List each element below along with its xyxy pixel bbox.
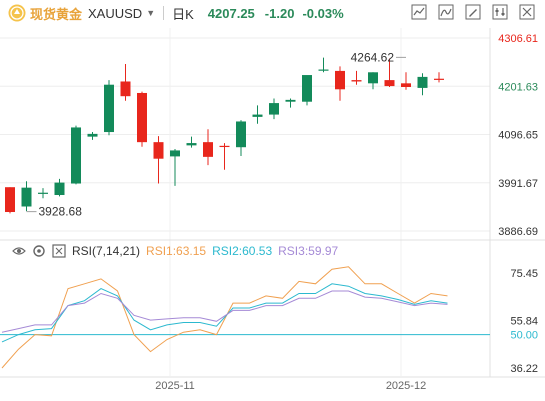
symbol-selector[interactable]: XAUUSD <box>88 5 143 21</box>
price-change-percent: -0.03% <box>302 5 344 21</box>
rsi2-value: RSI2:60.53 <box>212 244 273 258</box>
candle-body <box>269 103 279 115</box>
rsi1-value: RSI1:63.15 <box>146 244 207 258</box>
rsi-tick-label: 50.00 <box>510 330 538 342</box>
candle-body <box>21 187 32 207</box>
fullscreen-icon[interactable] <box>52 244 66 258</box>
candle-body <box>401 83 411 87</box>
rsi-line-rsi1 <box>1 266 448 369</box>
candle-body <box>71 127 81 184</box>
indicator-icon[interactable] <box>438 4 454 20</box>
x-tick-label: 2025-12 <box>386 380 426 392</box>
candle-body <box>335 70 345 90</box>
candle-body <box>368 72 378 84</box>
candle-body <box>5 187 15 213</box>
candle-body <box>137 92 147 143</box>
candle-body <box>285 99 296 102</box>
candle-body <box>236 121 246 148</box>
rsi3-value: RSI3:59.97 <box>278 244 339 258</box>
rsi-legend: RSI(7,14,21) RSI1:63.15 RSI2:60.53 RSI3:… <box>12 244 338 258</box>
divider <box>163 6 165 20</box>
high-annotation: 4264.62 <box>351 50 395 64</box>
instrument-name: 现货黄金 <box>30 6 83 22</box>
y-tick-label: 4096.65 <box>498 130 538 142</box>
fullscreen-icon[interactable] <box>519 4 535 20</box>
price-change: -1.20 <box>264 5 295 21</box>
axis-labels: 4306.61 4201.63 4096.65 3991.67 3886.69 4264.… <box>26 33 538 392</box>
y-tick-label: 4201.63 <box>498 81 538 93</box>
y-tick-label: 3886.69 <box>498 226 538 238</box>
candle-body <box>153 142 164 159</box>
candle-body <box>120 81 131 97</box>
candle-body <box>203 142 213 157</box>
candle-body <box>38 192 48 194</box>
candle-body <box>252 114 263 117</box>
settings-gear-icon[interactable] <box>32 244 46 258</box>
period-selector[interactable]: 日K <box>172 6 194 22</box>
rsi-line-rsi2 <box>1 283 448 343</box>
candle-body <box>318 69 329 71</box>
rsi-tick-label: 75.45 <box>510 268 538 280</box>
candle-body <box>384 80 395 87</box>
chart-header: 现货黄金 XAUUSD ▼ 日K 4207.25 -1.20 -0.03% <box>0 0 545 26</box>
candle-body <box>54 182 65 196</box>
candle-body <box>186 143 197 146</box>
grid <box>0 28 545 378</box>
rsi-tick-label: 55.84 <box>510 315 538 327</box>
candle-body <box>434 78 444 80</box>
y-tick-label: 3991.67 <box>498 178 538 190</box>
eye-icon[interactable] <box>12 244 26 258</box>
rsi-label: RSI(7,14,21) <box>72 244 141 258</box>
toolbar <box>411 4 535 20</box>
candle-body <box>417 76 428 88</box>
rsi-series <box>0 266 490 369</box>
low-annotation: 3928.68 <box>39 205 83 219</box>
chart-canvas[interactable]: 4306.61 4201.63 4096.65 3991.67 3886.69 4264.… <box>0 26 545 401</box>
rsi-line-rsi3 <box>1 290 448 333</box>
candle-body <box>219 145 230 148</box>
chevron-down-icon[interactable]: ▼ <box>146 8 156 18</box>
pencil-icon[interactable] <box>465 4 481 20</box>
x-tick-label: 2025-11 <box>155 380 195 392</box>
candlestick-series <box>5 57 444 214</box>
candle-body <box>104 84 114 133</box>
rsi-tick-label: 36.22 <box>510 363 538 375</box>
gold-logo-icon <box>8 4 26 22</box>
line-draw-icon[interactable] <box>411 4 427 20</box>
settings-icon[interactable] <box>492 4 508 20</box>
candle-body <box>302 75 312 102</box>
candle-body <box>170 150 180 157</box>
candle-body <box>87 133 98 137</box>
last-price: 4207.25 <box>207 5 255 21</box>
y-tick-label: 4306.61 <box>498 33 538 45</box>
candle-body <box>351 80 362 82</box>
